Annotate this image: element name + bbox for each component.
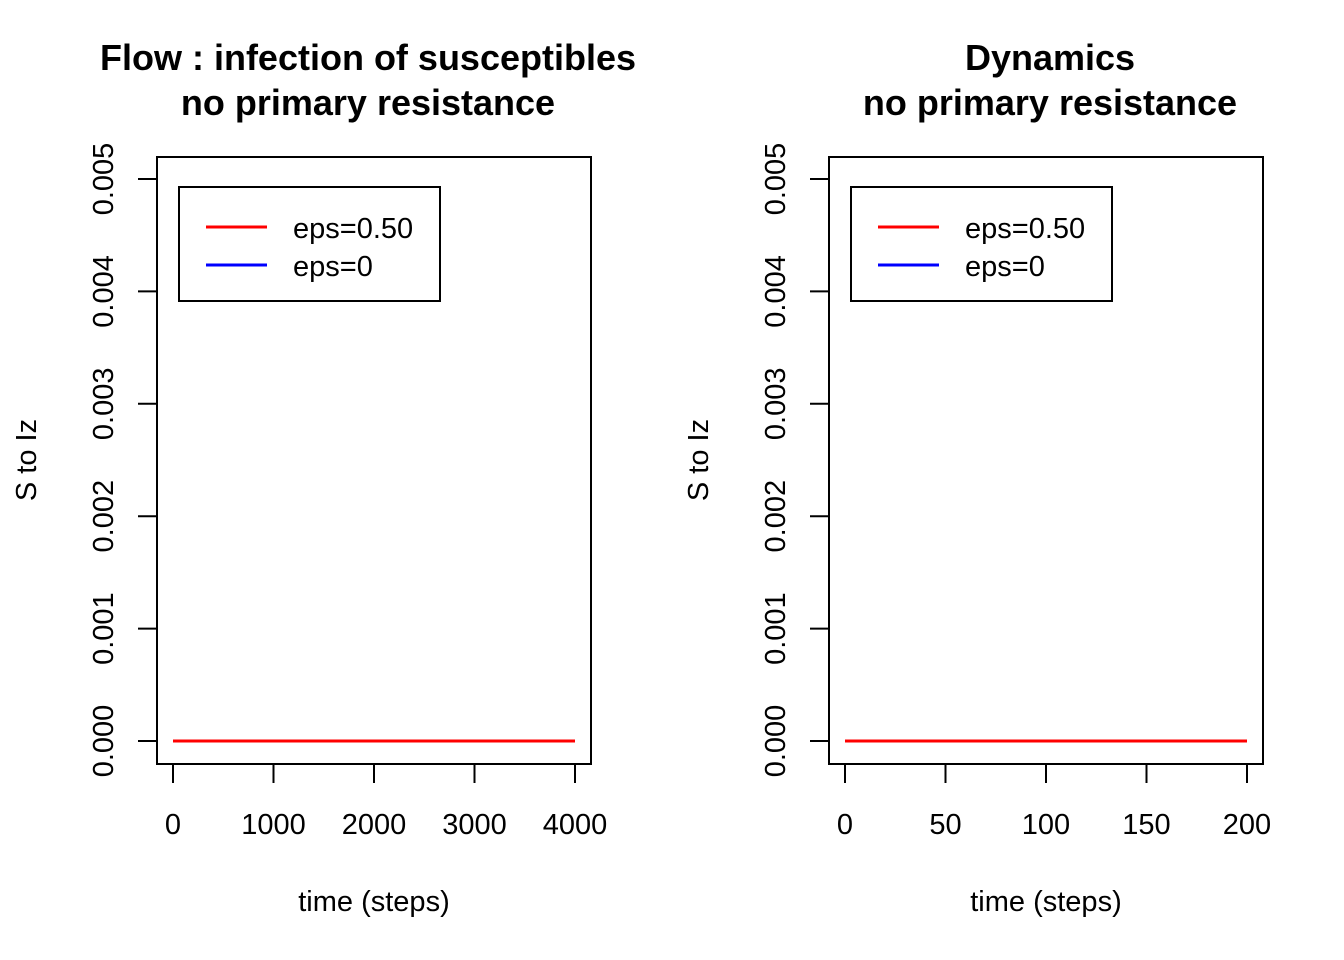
x-tick-label: 0	[165, 809, 181, 841]
x-tick-label: 100	[1022, 809, 1070, 841]
y-tick-label: 0.004	[760, 255, 792, 328]
x-tick-label: 4000	[543, 809, 608, 841]
y-axis-label: S to Iz	[11, 419, 43, 501]
y-axis-label: S to Iz	[683, 419, 715, 501]
x-tick-label: 2000	[342, 809, 407, 841]
chart-title: Dynamics	[965, 37, 1135, 78]
x-axis-label: time (steps)	[298, 886, 449, 918]
x-tick-label: 50	[929, 809, 961, 841]
y-tick-label: 0.003	[88, 368, 120, 441]
chart-subtitle: no primary resistance	[181, 82, 555, 123]
y-tick-label: 0.001	[760, 592, 792, 665]
y-tick-label: 0.004	[88, 255, 120, 328]
legend-box	[178, 186, 441, 302]
y-tick-label: 0.000	[88, 705, 120, 778]
chart-subtitle: no primary resistance	[863, 82, 1237, 123]
x-tick-label: 3000	[442, 809, 507, 841]
x-tick-label: 1000	[241, 809, 306, 841]
x-tick-label: 200	[1223, 809, 1271, 841]
y-tick-label: 0.002	[760, 480, 792, 553]
y-tick-label: 0.001	[88, 592, 120, 665]
x-tick-label: 0	[837, 809, 853, 841]
legend-label: eps=0	[965, 251, 1045, 283]
chart-title: Flow : infection of susceptibles	[100, 37, 636, 78]
legend-label: eps=0.50	[293, 213, 413, 245]
y-tick-label: 0.005	[760, 143, 792, 216]
legend: eps=0.50 eps=0	[850, 186, 1113, 302]
legend: eps=0.50 eps=0	[178, 186, 441, 302]
y-tick-label: 0.003	[760, 368, 792, 441]
x-axis-label: time (steps)	[970, 886, 1121, 918]
legend-label: eps=0.50	[965, 213, 1085, 245]
y-tick-label: 0.005	[88, 143, 120, 216]
y-tick-label: 0.000	[760, 705, 792, 778]
legend-box	[850, 186, 1113, 302]
y-tick-label: 0.002	[88, 480, 120, 553]
legend-label: eps=0	[293, 251, 373, 283]
x-tick-label: 150	[1122, 809, 1170, 841]
